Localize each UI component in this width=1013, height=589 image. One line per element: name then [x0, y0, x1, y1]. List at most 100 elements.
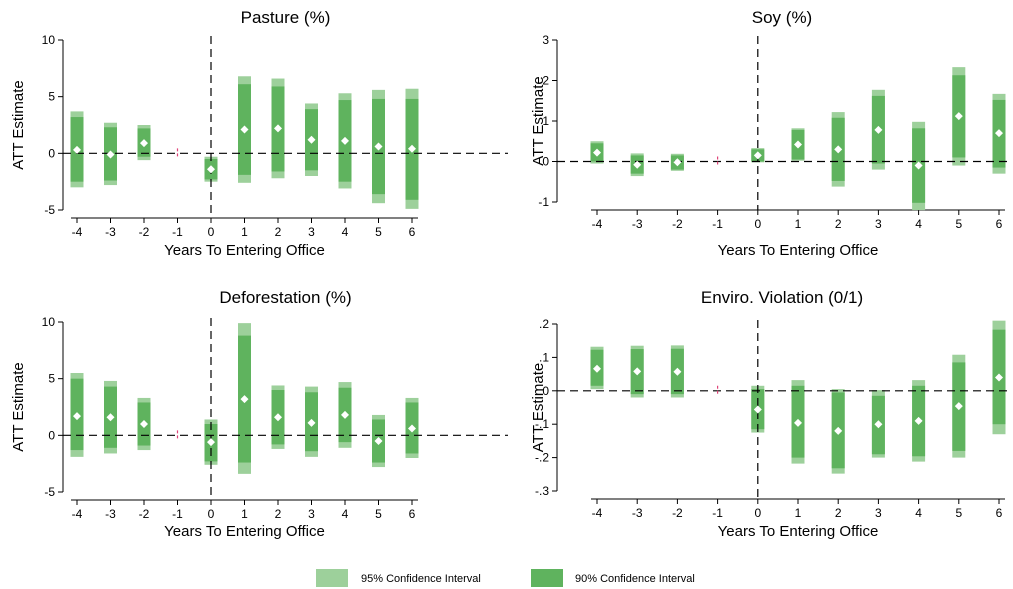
point-estimate	[593, 148, 601, 157]
x-tick-label: 5	[955, 506, 962, 520]
x-axis-label: Years To Entering Office	[718, 242, 879, 259]
x-tick-label: 6	[996, 217, 1003, 231]
point-estimate	[307, 135, 316, 144]
x-tick-label: 6	[996, 506, 1003, 520]
y-tick-label: -5	[44, 485, 55, 499]
legend-label-95ci: 95% Confidence Interval	[361, 573, 481, 585]
point-estimate	[274, 413, 282, 422]
y-tick-label: 5	[48, 372, 55, 386]
point-estimate	[874, 125, 883, 134]
legend-label-90ci: 90% Confidence Interval	[575, 573, 695, 585]
x-tick-label: -2	[672, 506, 683, 520]
point-estimate	[408, 424, 416, 433]
panel-title: Enviro. Violation (0/1)	[701, 288, 863, 307]
panel-4: Enviro. Violation (0/1) -.3 -.2 -.1 0 .1 .2 ATT…	[530, 288, 1007, 540]
point-estimate	[207, 165, 215, 174]
x-axis-label: Years To Entering Office	[718, 523, 879, 540]
point-estimate	[995, 129, 1003, 138]
point-estimate	[834, 145, 843, 154]
y-tick-label: -5	[44, 203, 55, 217]
point-estimate	[794, 140, 802, 149]
x-tick-label: -2	[139, 507, 150, 521]
panel-title: Deforestation (%)	[219, 288, 351, 307]
x-tick-label: 2	[835, 217, 842, 231]
x-tick-label: 4	[342, 225, 349, 239]
point-estimate	[954, 112, 963, 121]
y-tick-label: -1	[538, 195, 549, 209]
panel-title: Soy (%)	[752, 8, 812, 27]
x-tick-label: -4	[592, 506, 603, 520]
point-estimate	[914, 416, 923, 425]
point-estimate	[673, 158, 682, 167]
x-tick-label: -3	[632, 506, 643, 520]
x-tick-label: -2	[139, 225, 150, 239]
y-tick-label: .2	[539, 317, 549, 331]
y-axis-label: ATT Estimate	[10, 80, 27, 169]
x-tick-label: 0	[754, 506, 761, 520]
x-tick-label: 4	[915, 506, 922, 520]
point-estimate	[73, 412, 81, 421]
x-tick-label: -1	[712, 506, 723, 520]
point-estimate	[374, 437, 383, 445]
point-estimate	[794, 418, 802, 427]
point-estimate	[374, 142, 383, 151]
x-tick-label: -2	[672, 217, 683, 231]
y-tick-label: 0	[48, 146, 55, 160]
point-estimate	[408, 144, 416, 153]
x-tick-label: -3	[632, 217, 643, 231]
point-estimate	[341, 410, 349, 419]
point-estimate	[73, 145, 81, 154]
y-tick-label: -.2	[535, 451, 549, 465]
x-tick-label: 5	[375, 507, 382, 521]
x-tick-label: -1	[172, 507, 183, 521]
point-estimate	[633, 160, 642, 169]
point-estimate	[834, 426, 843, 435]
x-tick-label: -4	[72, 225, 83, 239]
x-tick-label: 0	[208, 507, 215, 521]
point-estimate	[207, 438, 215, 447]
x-tick-label: 5	[955, 217, 962, 231]
x-tick-label: 4	[342, 507, 349, 521]
point-estimate	[914, 161, 923, 170]
y-tick-label: -.3	[535, 484, 549, 498]
y-axis-label: ATT Estimate	[10, 362, 27, 451]
legend: 95% Confidence Interval 90% Confidence I…	[316, 569, 695, 587]
y-axis-label: ATT Estimate	[530, 76, 547, 165]
y-tick-label: 3	[542, 33, 549, 47]
x-tick-label: -1	[172, 225, 183, 239]
x-tick-label: 1	[795, 506, 802, 520]
y-tick-label: 5	[48, 90, 55, 104]
point-estimate	[954, 402, 963, 411]
x-tick-label: 1	[795, 217, 802, 231]
y-tick-label: 0	[48, 428, 55, 442]
x-tick-label: 0	[208, 225, 215, 239]
point-estimate	[593, 364, 601, 373]
x-tick-label: 1	[241, 225, 248, 239]
x-tick-label: 6	[409, 507, 416, 521]
x-tick-label: -3	[105, 507, 116, 521]
point-estimate	[633, 367, 642, 376]
y-axis-label: ATT Estimate	[530, 363, 547, 452]
panel-2: Soy (%) -1 0 1 2 3 ATT Estimate -4 -3 -2 -1 0 1 2 3 4 5 6…	[530, 8, 1007, 259]
x-tick-label: -3	[105, 225, 116, 239]
y-tick-label: 10	[42, 33, 56, 47]
point-estimate	[753, 151, 762, 160]
point-estimate	[106, 150, 115, 159]
y-tick-label: 10	[42, 315, 56, 329]
point-estimate	[140, 139, 148, 148]
point-estimate	[341, 136, 349, 145]
x-tick-label: 3	[308, 507, 315, 521]
point-estimate	[240, 395, 249, 404]
y-tick-label: .1	[539, 350, 549, 364]
x-tick-label: 1	[241, 507, 248, 521]
y-tick-label: 0	[542, 155, 549, 169]
x-tick-label: 3	[875, 506, 882, 520]
x-tick-label: 6	[409, 225, 416, 239]
y-tick-label: 1	[542, 114, 549, 128]
y-tick-label: 0	[542, 384, 549, 398]
legend-swatch-95ci	[316, 569, 348, 587]
y-tick-label: -.1	[535, 417, 549, 431]
x-tick-label: -4	[72, 507, 83, 521]
